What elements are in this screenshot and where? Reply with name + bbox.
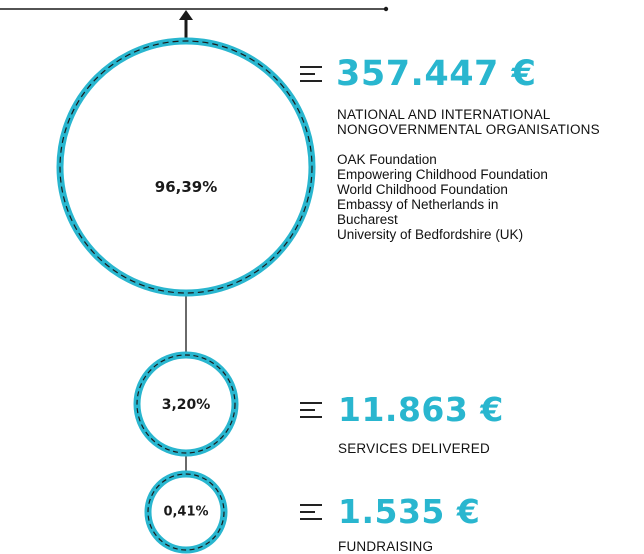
amount-services: 11.863 € <box>338 390 504 429</box>
category-ngo-line-2: NONGOVERNMENTAL ORGANISATIONS <box>337 122 600 137</box>
donor-item: Embassy of Netherlands in <box>337 197 499 212</box>
percent-ngo: 96,39% <box>154 178 218 196</box>
donor-item: World Childhood Foundation <box>337 182 508 197</box>
amount-fundraising: 1.535 € <box>338 492 481 531</box>
baseline-end-dot <box>383 6 389 12</box>
category-fundraising: FUNDRAISING <box>338 539 434 554</box>
percent-services: 3,20% <box>161 397 211 413</box>
percent-fundraising: 0,41% <box>163 504 209 520</box>
donor-item: Bucharest <box>337 212 398 227</box>
circle-services <box>133 351 239 457</box>
category-ngo-line-1: NATIONAL AND INTERNATIONAL <box>337 107 551 122</box>
circle-ngo <box>56 37 316 297</box>
circle-fundraising <box>144 470 228 554</box>
equals-lines-icon <box>300 504 322 520</box>
equals-lines-icon <box>300 402 322 418</box>
donor-list: OAK Foundation Empowering Childhood Foun… <box>337 152 637 242</box>
equals-lines-icon <box>300 66 322 82</box>
amount-ngo: 357.447 € <box>336 54 537 94</box>
donor-item: University of Bedfordshire (UK) <box>337 227 524 242</box>
donor-item: Empowering Childhood Foundation <box>337 167 548 182</box>
up-arrow-icon <box>179 10 193 40</box>
category-services: SERVICES DELIVERED <box>338 441 490 456</box>
donor-item: OAK Foundation <box>337 152 437 167</box>
